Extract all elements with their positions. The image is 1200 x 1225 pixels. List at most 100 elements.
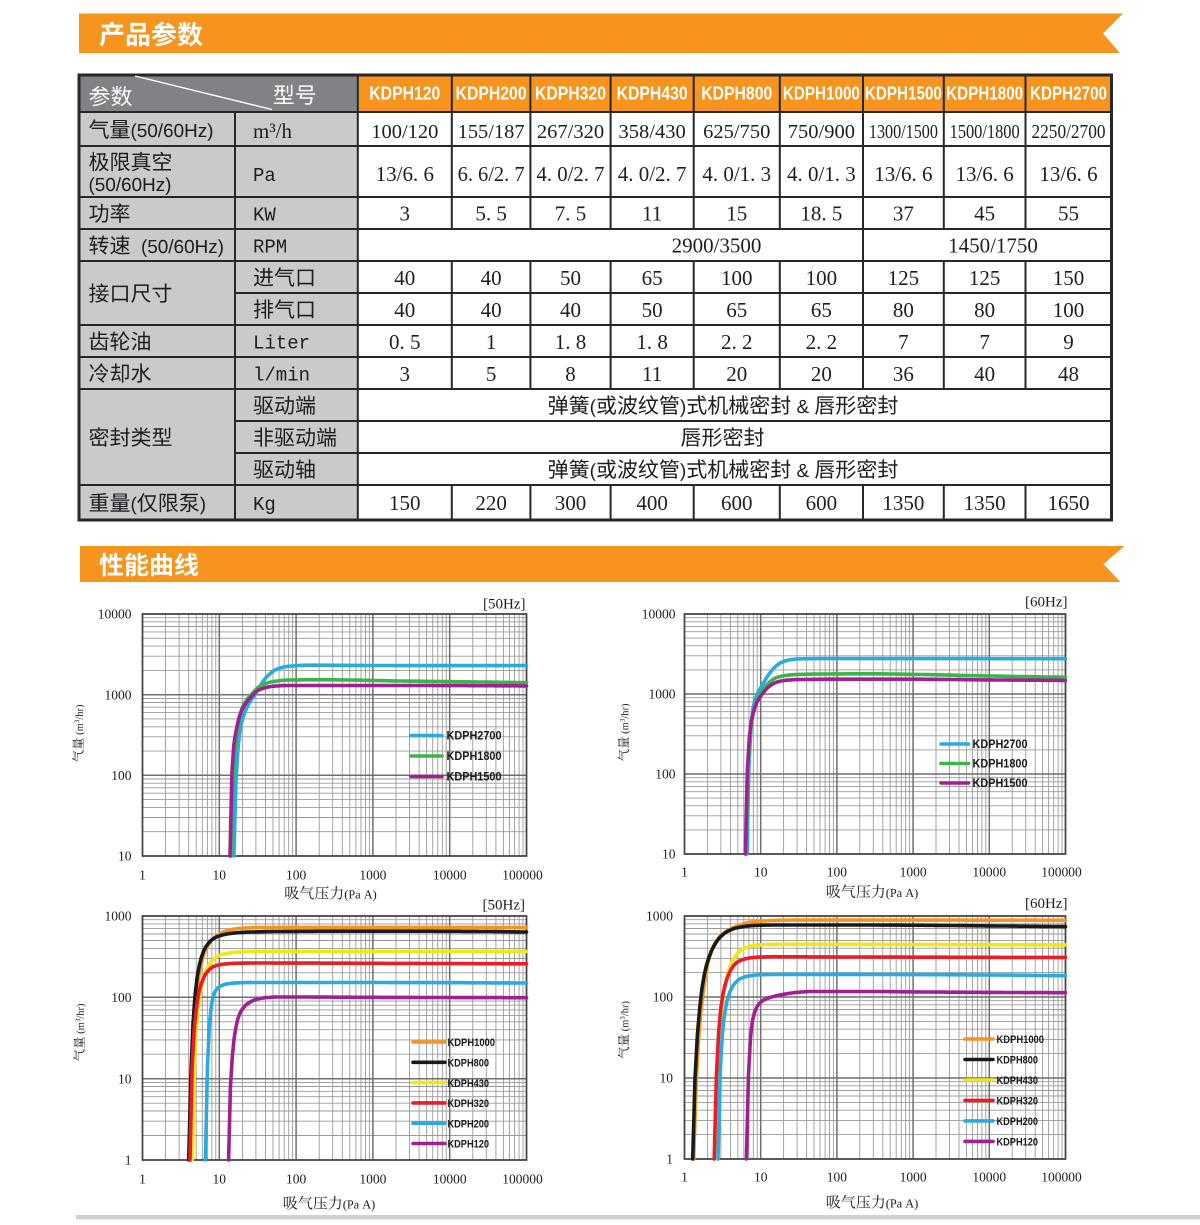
svg-text:10: 10 <box>118 849 132 864</box>
svg-text:Kg: Kg <box>253 494 276 516</box>
svg-text:KDPH1800: KDPH1800 <box>973 757 1028 771</box>
svg-text:100: 100 <box>1053 298 1085 322</box>
svg-text:358/430: 358/430 <box>619 121 686 143</box>
svg-text:Pa: Pa <box>253 165 276 187</box>
svg-text:100000: 100000 <box>1041 865 1082 880</box>
svg-text:10: 10 <box>118 1071 132 1086</box>
svg-text:55: 55 <box>1058 202 1079 226</box>
svg-text:155/187: 155/187 <box>458 121 525 143</box>
svg-text:7: 7 <box>979 330 990 354</box>
svg-text:1450/1750: 1450/1750 <box>948 234 1038 258</box>
svg-text:KW: KW <box>253 205 276 227</box>
svg-text:100: 100 <box>286 1172 307 1187</box>
svg-text:3: 3 <box>400 202 411 226</box>
svg-text:[50Hz]: [50Hz] <box>483 898 525 914</box>
svg-text:4. 0/1. 3: 4. 0/1. 3 <box>702 162 771 186</box>
svg-text:1000: 1000 <box>105 909 132 924</box>
svg-text:300: 300 <box>555 491 587 515</box>
svg-text:100: 100 <box>286 868 307 883</box>
svg-text:100: 100 <box>655 767 676 782</box>
svg-text:4. 0/2. 7: 4. 0/2. 7 <box>618 162 687 186</box>
svg-text:KDPH320: KDPH320 <box>997 1096 1039 1108</box>
svg-text:10000: 10000 <box>433 868 467 883</box>
svg-text:65: 65 <box>811 298 832 322</box>
svg-text:1: 1 <box>681 865 688 880</box>
svg-text:KDPH120: KDPH120 <box>997 1137 1039 1149</box>
svg-text:KDPH2700: KDPH2700 <box>1030 84 1107 104</box>
svg-text:m³/h: m³/h <box>253 119 292 143</box>
svg-text:267/320: 267/320 <box>537 121 604 143</box>
svg-text:600: 600 <box>806 491 838 515</box>
svg-text:50: 50 <box>560 266 581 290</box>
svg-text:1000: 1000 <box>105 687 132 702</box>
svg-text:50: 50 <box>642 298 663 322</box>
svg-text:1300/1500: 1300/1500 <box>869 121 938 143</box>
svg-text:13/6. 6: 13/6. 6 <box>376 162 434 186</box>
svg-text:KDPH120: KDPH120 <box>448 1139 490 1151</box>
svg-text:220: 220 <box>475 491 507 515</box>
svg-text:1350: 1350 <box>964 491 1006 515</box>
svg-text:13/6. 6: 13/6. 6 <box>955 162 1013 186</box>
svg-text:KDPH430: KDPH430 <box>997 1075 1039 1087</box>
svg-text:1: 1 <box>486 330 497 354</box>
svg-text:1000: 1000 <box>900 1170 927 1185</box>
svg-text:KDPH200: KDPH200 <box>456 84 527 104</box>
svg-text:40: 40 <box>481 266 502 290</box>
svg-text:[60Hz]: [60Hz] <box>1025 595 1067 611</box>
svg-text:40: 40 <box>560 298 581 322</box>
svg-text:10000: 10000 <box>642 607 676 622</box>
svg-text:KDPH1000: KDPH1000 <box>448 1037 496 1049</box>
svg-text:10000: 10000 <box>98 607 132 622</box>
svg-text:10: 10 <box>754 865 768 880</box>
svg-text:40: 40 <box>974 362 995 386</box>
svg-text:10: 10 <box>660 1071 674 1086</box>
svg-text:7. 5: 7. 5 <box>555 202 587 226</box>
svg-text:750/900: 750/900 <box>788 121 855 143</box>
svg-text:125: 125 <box>888 266 920 290</box>
svg-text:45: 45 <box>974 202 995 226</box>
svg-text:80: 80 <box>893 298 914 322</box>
svg-text:625/750: 625/750 <box>703 121 770 143</box>
svg-text:8: 8 <box>565 362 576 386</box>
svg-text:KDPH1000: KDPH1000 <box>997 1034 1045 1046</box>
svg-text:48: 48 <box>1058 362 1079 386</box>
svg-text:100: 100 <box>827 865 848 880</box>
svg-text:13/6. 6: 13/6. 6 <box>1039 162 1097 186</box>
svg-text:20: 20 <box>811 362 832 386</box>
svg-text:400: 400 <box>636 491 668 515</box>
svg-text:KDPH1000: KDPH1000 <box>783 84 860 104</box>
svg-text:10000: 10000 <box>972 1170 1006 1185</box>
svg-text:2. 2: 2. 2 <box>721 330 753 354</box>
svg-text:80: 80 <box>974 298 995 322</box>
svg-text:KDPH1500: KDPH1500 <box>447 770 502 784</box>
svg-text:1. 8: 1. 8 <box>555 330 587 354</box>
svg-text:KDPH120: KDPH120 <box>369 84 440 104</box>
svg-text:[60Hz]: [60Hz] <box>1025 896 1067 912</box>
svg-text:11: 11 <box>642 202 662 226</box>
svg-text:10000: 10000 <box>433 1172 467 1187</box>
svg-text:KDPH800: KDPH800 <box>997 1055 1039 1067</box>
svg-text:100: 100 <box>827 1170 848 1185</box>
svg-text:65: 65 <box>642 266 663 290</box>
svg-text:100: 100 <box>721 266 753 290</box>
svg-text:40: 40 <box>394 266 415 290</box>
svg-text:1000: 1000 <box>359 868 386 883</box>
svg-text:1: 1 <box>139 1172 146 1187</box>
svg-text:2250/2700: 2250/2700 <box>1032 121 1106 143</box>
svg-text:KDPH2700: KDPH2700 <box>973 737 1028 751</box>
svg-text:KDPH430: KDPH430 <box>448 1078 490 1090</box>
svg-text:KDPH800: KDPH800 <box>448 1058 490 1070</box>
svg-text:36: 36 <box>893 362 914 386</box>
svg-text:5. 5: 5. 5 <box>475 202 507 226</box>
svg-text:KDPH1500: KDPH1500 <box>865 84 942 104</box>
svg-text:100: 100 <box>111 768 132 783</box>
svg-text:Liter: Liter <box>253 333 310 355</box>
svg-text:1: 1 <box>139 868 146 883</box>
svg-text:[50Hz]: [50Hz] <box>483 597 525 613</box>
svg-text:1500/1800: 1500/1800 <box>950 121 1020 143</box>
svg-text:10: 10 <box>754 1170 768 1185</box>
svg-text:1650: 1650 <box>1048 491 1090 515</box>
svg-text:9: 9 <box>1063 330 1074 354</box>
svg-text:3: 3 <box>400 362 411 386</box>
svg-text:150: 150 <box>389 491 421 515</box>
